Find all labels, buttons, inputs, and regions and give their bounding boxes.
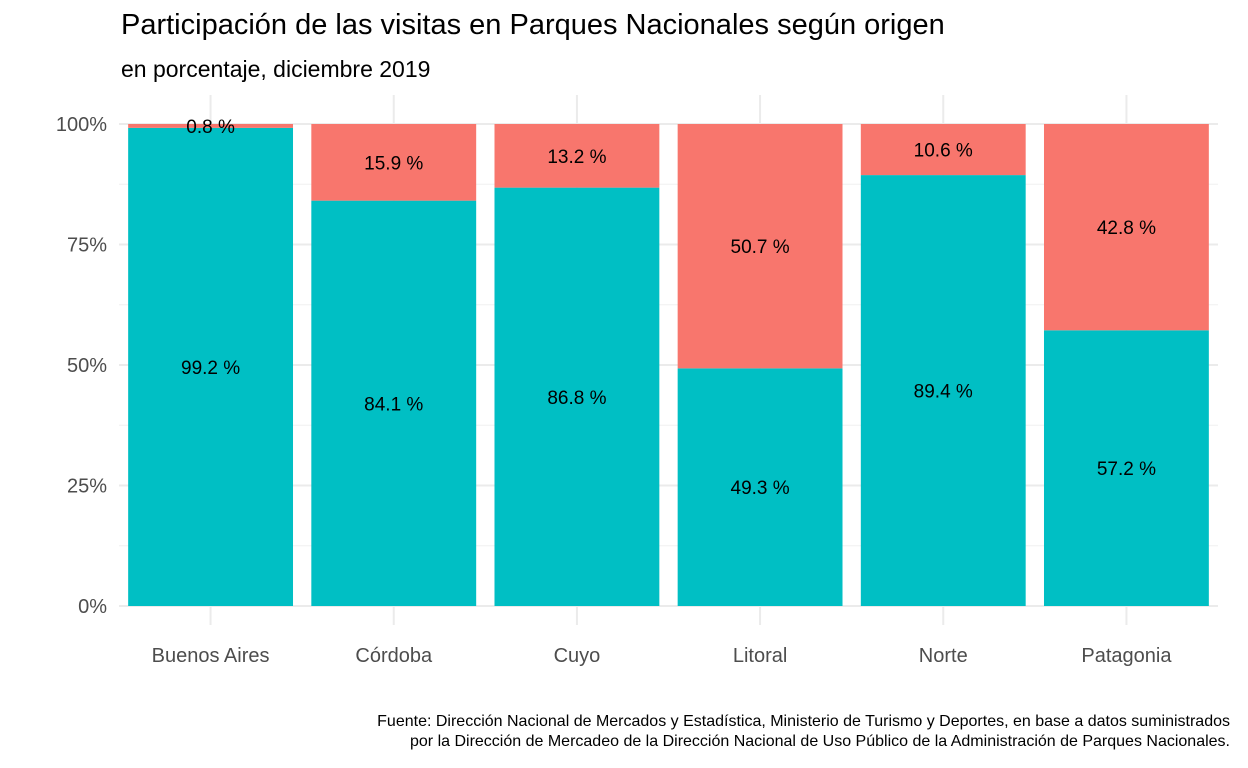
bar-segment <box>311 124 477 201</box>
caption-line-1: Fuente: Dirección Nacional de Mercados y… <box>377 713 1230 730</box>
axes: 0% 25% 50% 75% 100% Buenos Aires Córdoba Cuyo Li… <box>56 114 1172 667</box>
bars <box>128 124 1209 607</box>
bar-segment <box>677 368 843 606</box>
bar-segment <box>860 175 1026 607</box>
chart-title: Participación de las visitas en Parques … <box>121 9 945 41</box>
x-tick-label: Norte <box>919 645 968 667</box>
bar-segment <box>128 127 294 606</box>
data-labels: 99.2 % 0.8 % 84.1 % 15.9 % 86.8 % 13.2 % 49.3 … <box>181 117 1156 499</box>
caption-line-2: por la Dirección de Mercadeo de la Direc… <box>410 733 1230 750</box>
bar-segment <box>311 200 477 606</box>
data-label: 99.2 % <box>181 358 240 379</box>
y-tick-label: 50% <box>67 355 107 377</box>
data-label: 86.8 % <box>547 388 606 409</box>
data-label: 42.8 % <box>1097 218 1156 239</box>
bar-segment <box>1043 330 1209 606</box>
x-tick-label: Córdoba <box>355 645 433 667</box>
bar-segment <box>1043 124 1209 331</box>
bar-segment <box>494 187 660 606</box>
chart-subtitle: en porcentaje, diciembre 2019 <box>121 56 431 82</box>
x-tick-label: Buenos Aires <box>152 645 270 667</box>
data-label: 49.3 % <box>731 478 790 499</box>
x-tick-label: Litoral <box>733 645 787 667</box>
y-tick-label: 25% <box>67 476 107 498</box>
data-label: 50.7 % <box>731 237 790 258</box>
data-label: 57.2 % <box>1097 459 1156 480</box>
y-tick-label: 0% <box>78 596 107 618</box>
y-tick-label: 75% <box>67 235 107 257</box>
bar-segment <box>677 124 843 369</box>
data-label: 0.8 % <box>186 117 235 138</box>
bar-segment <box>494 124 660 188</box>
data-label: 15.9 % <box>364 153 423 174</box>
bar-segment <box>128 124 294 128</box>
x-tick-label: Patagonia <box>1081 645 1172 667</box>
data-label: 84.1 % <box>364 394 423 415</box>
data-label: 10.6 % <box>914 141 973 162</box>
data-label: 13.2 % <box>547 147 606 168</box>
bar-segment <box>860 124 1026 176</box>
data-label: 89.4 % <box>914 382 973 403</box>
y-tick-label: 100% <box>56 114 107 136</box>
x-tick-label: Cuyo <box>554 645 601 667</box>
source-caption: Fuente: Dirección Nacional de Mercados y… <box>377 712 1230 752</box>
